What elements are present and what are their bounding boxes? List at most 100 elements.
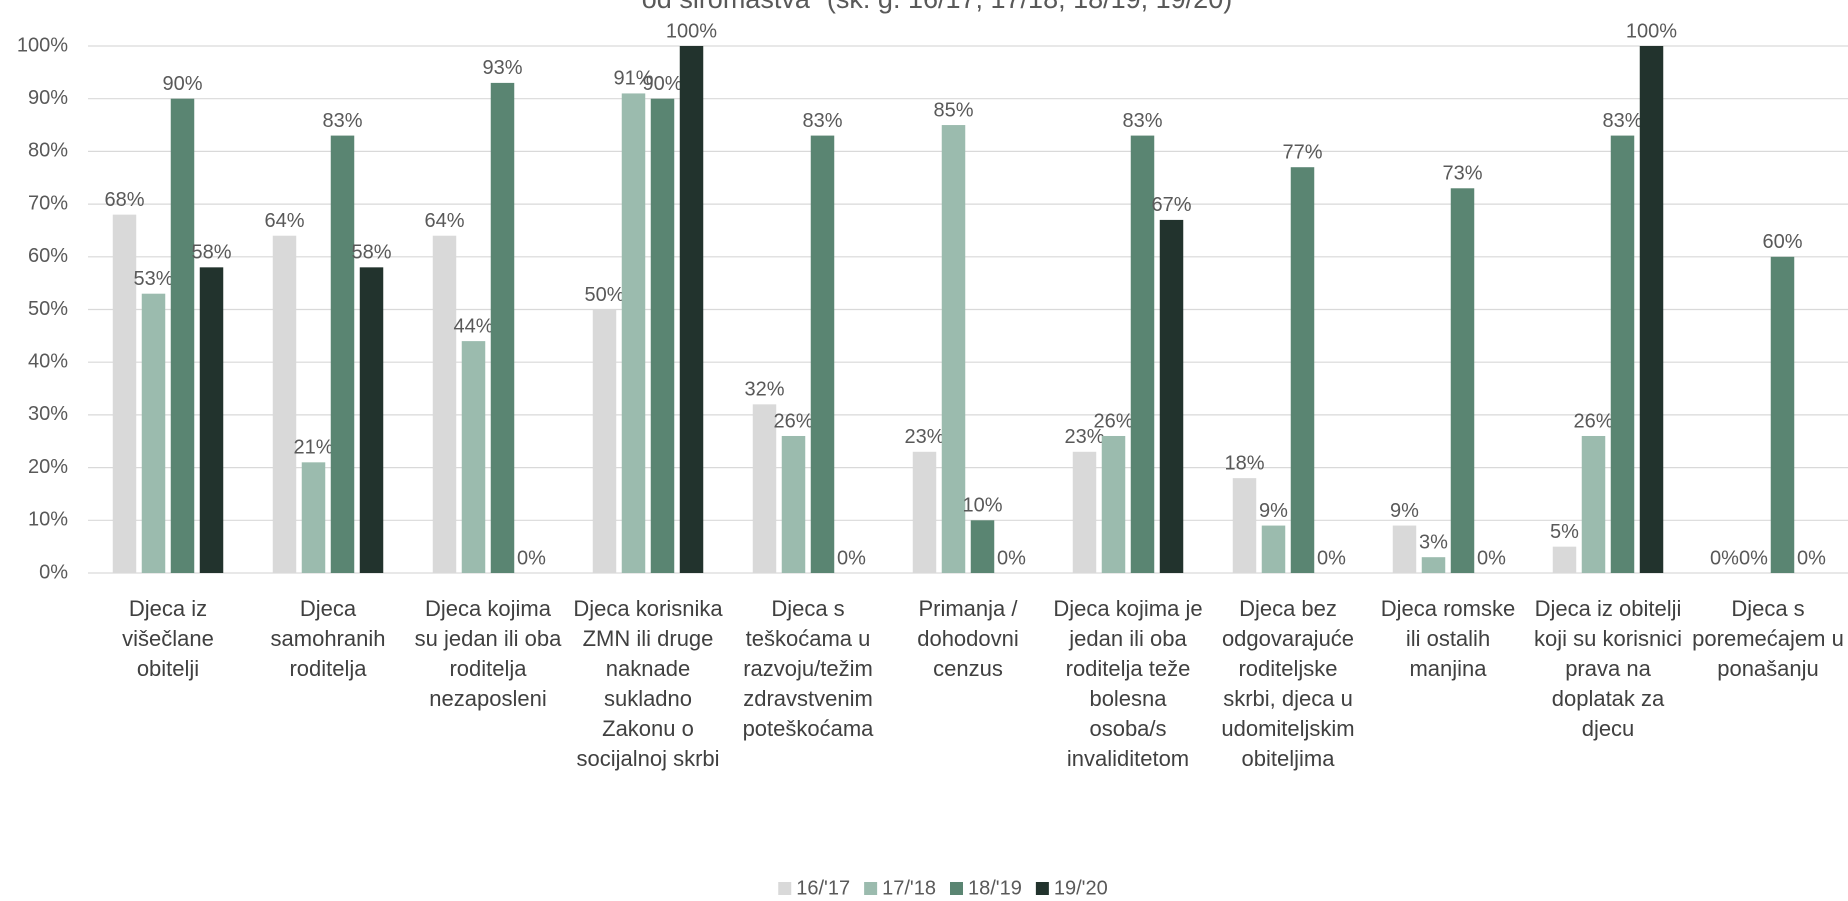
x-tick-label: Djeca samohranih roditelja — [270, 596, 386, 681]
data-label: 58% — [351, 242, 391, 264]
data-label: 83% — [1122, 110, 1162, 132]
data-label: 0% — [1797, 547, 1826, 569]
x-tick-label: Djeca iz obitelji koji su korisnici prav… — [1534, 596, 1682, 741]
data-label: 0% — [1317, 547, 1346, 569]
x-tick-label: Djeca romske ili ostalih manjina — [1380, 596, 1516, 681]
data-label: 26% — [1573, 410, 1613, 432]
y-tick-label: 10% — [28, 509, 68, 531]
bar — [1261, 525, 1286, 573]
legend-swatch — [864, 882, 878, 895]
data-label: 23% — [904, 426, 944, 448]
legend-label: 17/'18 — [882, 877, 936, 899]
data-label: 0% — [517, 547, 546, 569]
data-label: 26% — [1093, 410, 1133, 432]
bar — [112, 214, 137, 573]
x-tick-label: Primanja / dohodovni cenzus — [917, 596, 1019, 681]
data-label: 44% — [453, 315, 493, 337]
data-label: 91% — [613, 68, 653, 90]
data-label: 53% — [133, 268, 173, 290]
data-label: 50% — [584, 284, 624, 306]
bar — [752, 404, 777, 573]
bar — [1639, 46, 1664, 573]
bar — [199, 267, 224, 573]
bar — [1450, 188, 1475, 574]
y-tick-label: 50% — [28, 298, 68, 320]
data-label: 67% — [1151, 194, 1191, 216]
data-label: 58% — [191, 242, 231, 264]
data-label: 83% — [1602, 110, 1642, 132]
bar — [1130, 135, 1155, 573]
data-label: 64% — [264, 210, 304, 232]
y-tick-label: 100% — [17, 34, 68, 56]
bar — [490, 82, 515, 573]
data-label: 9% — [1390, 500, 1419, 522]
legend-label: 18/'19 — [968, 877, 1022, 899]
bar — [461, 341, 486, 573]
data-label: 100% — [1626, 20, 1677, 42]
bar — [650, 98, 675, 573]
bar — [1421, 557, 1446, 573]
data-label: 60% — [1762, 231, 1802, 253]
y-tick-label: 90% — [28, 87, 68, 109]
data-label: 0% — [1710, 547, 1739, 569]
data-label: 18% — [1224, 452, 1264, 474]
data-label: 21% — [293, 437, 333, 459]
bar — [592, 309, 617, 573]
data-label: 0% — [1477, 547, 1506, 569]
data-label: 23% — [1064, 426, 1104, 448]
legend-swatch — [1035, 882, 1049, 895]
bar — [432, 235, 457, 573]
bar — [301, 462, 326, 573]
bar — [330, 135, 355, 573]
data-label: 0% — [1739, 547, 1768, 569]
data-label: 3% — [1419, 531, 1448, 553]
data-label: 90% — [642, 73, 682, 95]
data-label: 83% — [322, 110, 362, 132]
x-tick-label: Djeca kojima je jedan ili oba roditelja … — [1053, 596, 1203, 771]
bar — [679, 46, 704, 573]
data-label: 26% — [773, 410, 813, 432]
bar — [1159, 219, 1184, 573]
data-label: 5% — [1550, 521, 1579, 543]
bar — [1232, 478, 1257, 573]
bar — [1392, 525, 1417, 573]
data-label: 100% — [666, 20, 717, 42]
y-tick-label: 20% — [28, 456, 68, 478]
x-tick-label: Djeca iz višečlane obitelji — [122, 596, 214, 681]
bar — [1610, 135, 1635, 573]
chart-title: od siromaštva" (šk. g. 16/17, 17/18, 18/… — [642, 0, 1232, 14]
bar — [621, 93, 646, 574]
bar — [1072, 451, 1097, 573]
data-label: 32% — [744, 379, 784, 401]
data-label: 85% — [933, 99, 973, 121]
x-tick-label: Djeca s poremećajem u ponašanju — [1692, 596, 1844, 681]
data-label: 0% — [997, 547, 1026, 569]
bar — [141, 293, 166, 573]
data-label: 10% — [962, 495, 1002, 517]
data-label: 93% — [482, 57, 522, 79]
x-tick-label: Djeca s teškoćama u razvoju/težim zdravs… — [742, 596, 874, 741]
bar — [970, 520, 995, 573]
bar — [359, 267, 384, 573]
bar — [1101, 435, 1126, 573]
data-label: 9% — [1259, 500, 1288, 522]
x-tick-label: Djeca bez odgovarajuće roditeljske skrbi… — [1221, 596, 1355, 771]
bar — [810, 135, 835, 573]
x-tick-label: Djeca kojima su jedan ili oba roditelja … — [414, 596, 562, 711]
bar — [912, 451, 937, 573]
bar — [1290, 167, 1315, 573]
legend-swatch — [778, 882, 792, 895]
y-tick-label: 60% — [28, 245, 68, 267]
bar — [1581, 435, 1606, 573]
y-tick-label: 0% — [39, 561, 68, 583]
bar — [272, 235, 297, 573]
x-tick-label: Djeca korisnika ZMN ili druge naknade su… — [573, 596, 723, 771]
y-tick-label: 70% — [28, 192, 68, 214]
y-tick-label: 40% — [28, 350, 68, 372]
y-tick-label: 80% — [28, 140, 68, 162]
legend-label: 16/'17 — [796, 877, 850, 899]
data-label: 64% — [424, 210, 464, 232]
data-label: 73% — [1442, 163, 1482, 185]
